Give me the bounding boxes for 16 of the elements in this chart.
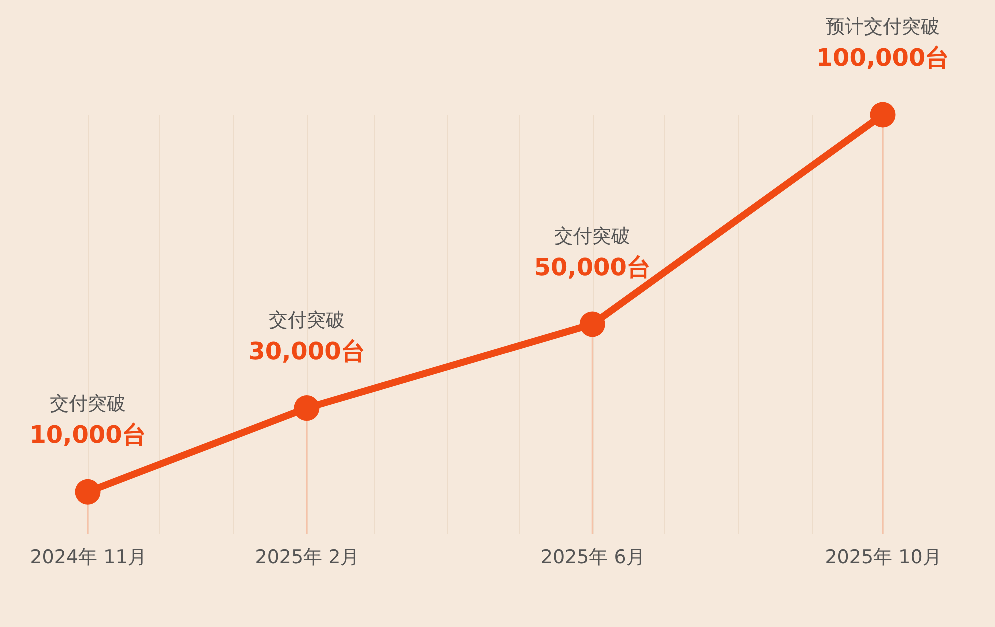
data-label: 10,000台 — [30, 421, 146, 450]
annotation: 交付突破 — [554, 226, 631, 248]
x-tick-label: 2025年 6月 — [540, 546, 646, 568]
data-label: 30,000台 — [248, 337, 366, 366]
annotation: 交付突破 — [50, 393, 126, 416]
point — [75, 479, 101, 505]
x-tick-label: 2025年 2月 — [255, 546, 360, 568]
data-label: 100,000台 — [816, 44, 950, 72]
point — [870, 102, 896, 128]
point — [580, 312, 606, 338]
x-tick-label: 2025年 10月 — [825, 546, 942, 568]
text: 预计交付突破 — [826, 16, 940, 38]
annotation: 交付突破 — [268, 309, 345, 332]
x-tick-label: 2024年 11月 — [30, 546, 147, 568]
point — [294, 396, 320, 422]
data-label: 50,000台 — [534, 254, 651, 282]
